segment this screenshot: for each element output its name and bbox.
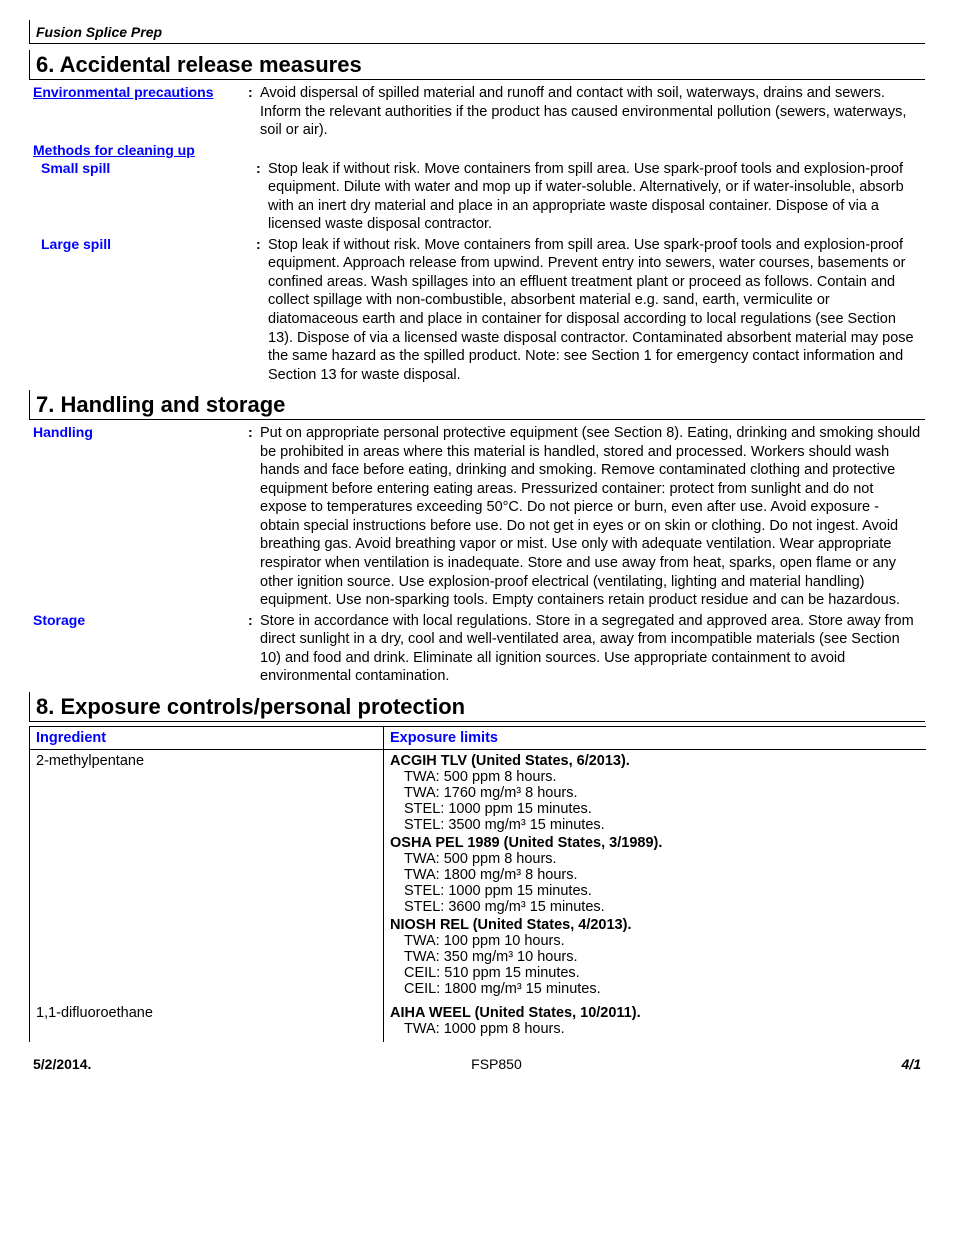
- limit-value: STEL: 3600 mg/m³ 15 minutes.: [390, 899, 920, 915]
- table-row: 1,1-difluoroethaneAIHA WEEL (United Stat…: [30, 1002, 926, 1042]
- small-spill-text: Stop leak if without risk. Move containe…: [268, 160, 925, 234]
- page-footer: 5/2/2014. FSP850 4/1: [29, 1056, 925, 1072]
- table-row: 2-methylpentaneACGIH TLV (United States,…: [30, 750, 926, 1002]
- methods-label: Methods for cleaning up: [29, 142, 248, 158]
- limit-value: CEIL: 1800 mg/m³ 15 minutes.: [390, 981, 920, 997]
- col-ingredient: Ingredient: [30, 727, 384, 750]
- handling-text: Put on appropriate personal protective e…: [260, 424, 925, 609]
- colon: :: [248, 84, 260, 100]
- env-precautions-text: Avoid dispersal of spilled material and …: [260, 84, 925, 140]
- colon: :: [256, 236, 268, 252]
- large-spill-label: Large spill: [29, 236, 256, 252]
- ingredient-cell: 2-methylpentane: [30, 750, 384, 1002]
- colon: :: [248, 612, 260, 628]
- limit-value: STEL: 1000 ppm 15 minutes.: [390, 883, 920, 899]
- limits-cell: ACGIH TLV (United States, 6/2013).TWA: 5…: [384, 750, 926, 1002]
- footer-code: FSP850: [471, 1056, 522, 1072]
- limit-source: OSHA PEL 1989 (United States, 3/1989).: [390, 835, 920, 851]
- storage-label: Storage: [29, 612, 248, 628]
- handling-label: Handling: [29, 424, 248, 440]
- env-precautions-label: Environmental precautions: [29, 84, 248, 100]
- colon: :: [248, 424, 260, 440]
- handling-row: Handling : Put on appropriate personal p…: [29, 424, 925, 609]
- section-8: 8. Exposure controls/personal protection…: [29, 692, 925, 1042]
- limit-value: TWA: 100 ppm 10 hours.: [390, 933, 920, 949]
- methods-row: Methods for cleaning up: [29, 142, 925, 158]
- table-header-row: Ingredient Exposure limits: [30, 727, 926, 750]
- colon: :: [256, 160, 268, 176]
- small-spill-row: Small spill : Stop leak if without risk.…: [29, 160, 925, 234]
- limits-cell: AIHA WEEL (United States, 10/2011).TWA: …: [384, 1002, 926, 1042]
- page-header: Fusion Splice Prep: [29, 20, 925, 44]
- large-spill-text: Stop leak if without risk. Move containe…: [268, 236, 925, 384]
- limit-value: STEL: 1000 ppm 15 minutes.: [390, 801, 920, 817]
- limit-source: ACGIH TLV (United States, 6/2013).: [390, 753, 920, 769]
- storage-row: Storage : Store in accordance with local…: [29, 612, 925, 686]
- env-precautions-row: Environmental precautions : Avoid disper…: [29, 84, 925, 140]
- limit-source: NIOSH REL (United States, 4/2013).: [390, 917, 920, 933]
- product-name: Fusion Splice Prep: [29, 20, 925, 43]
- limit-source: AIHA WEEL (United States, 10/2011).: [390, 1005, 920, 1021]
- section-6: 6. Accidental release measures Environme…: [29, 50, 925, 384]
- limit-value: CEIL: 510 ppm 15 minutes.: [390, 965, 920, 981]
- section-7-title: 7. Handling and storage: [29, 390, 925, 420]
- col-limits: Exposure limits: [384, 727, 926, 750]
- footer-date: 5/2/2014.: [33, 1056, 91, 1072]
- section-8-title: 8. Exposure controls/personal protection: [29, 692, 925, 722]
- ingredient-cell: 1,1-difluoroethane: [30, 1002, 384, 1042]
- section-6-title: 6. Accidental release measures: [29, 50, 925, 80]
- limit-value: TWA: 350 mg/m³ 10 hours.: [390, 949, 920, 965]
- limit-value: STEL: 3500 mg/m³ 15 minutes.: [390, 817, 920, 833]
- limit-value: TWA: 1000 ppm 8 hours.: [390, 1021, 920, 1037]
- section-7: 7. Handling and storage Handling : Put o…: [29, 390, 925, 686]
- large-spill-row: Large spill : Stop leak if without risk.…: [29, 236, 925, 384]
- limit-value: TWA: 1760 mg/m³ 8 hours.: [390, 785, 920, 801]
- limit-value: TWA: 500 ppm 8 hours.: [390, 769, 920, 785]
- exposure-table: Ingredient Exposure limits 2-methylpenta…: [29, 726, 926, 1042]
- limit-value: TWA: 500 ppm 8 hours.: [390, 851, 920, 867]
- limit-value: TWA: 1800 mg/m³ 8 hours.: [390, 867, 920, 883]
- storage-text: Store in accordance with local regulatio…: [260, 612, 925, 686]
- footer-page: 4/1: [902, 1056, 921, 1072]
- small-spill-label: Small spill: [29, 160, 256, 176]
